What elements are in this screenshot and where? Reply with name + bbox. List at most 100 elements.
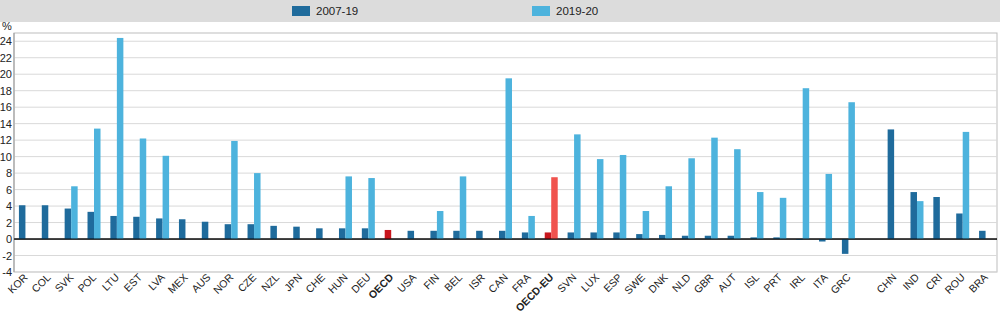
bar — [231, 141, 238, 239]
bar — [430, 231, 437, 239]
bar — [453, 231, 460, 239]
y-tick-label: 20 — [0, 68, 12, 80]
bar — [666, 186, 673, 239]
bar — [659, 235, 666, 239]
grid-line — [14, 41, 997, 42]
bar — [688, 158, 695, 239]
grid-line — [14, 74, 997, 75]
x-tick-label: FIN — [421, 271, 441, 291]
x-tick-label: ISL — [742, 271, 762, 291]
bar — [551, 177, 558, 239]
grid-line — [14, 239, 997, 240]
x-tick-label: LVA — [146, 271, 167, 292]
x-tick-label: NLD — [669, 271, 693, 295]
y-tick-label: 2 — [6, 217, 12, 229]
bar — [202, 222, 209, 239]
x-tick-label: SVK — [52, 271, 75, 294]
x-tick-label: KOR — [5, 271, 30, 296]
bar — [963, 132, 970, 239]
bar — [613, 232, 620, 239]
legend-band — [0, 0, 1000, 22]
bar — [979, 231, 986, 239]
x-tick-label: COL — [29, 271, 53, 295]
bar — [362, 228, 369, 239]
bar — [956, 213, 963, 239]
bar — [437, 211, 444, 239]
x-tick-label: ROU — [942, 271, 967, 296]
x-tick-label: OECD-EU — [513, 271, 556, 314]
x-tick-label: SVN — [555, 271, 579, 295]
bar — [476, 231, 483, 239]
bar — [94, 129, 101, 239]
bar — [711, 138, 718, 239]
x-tick-label: CHE — [303, 271, 327, 295]
x-tick-label: EST — [121, 271, 144, 294]
bar — [643, 211, 650, 239]
bar — [757, 192, 764, 239]
x-tick-label: PRT — [761, 271, 785, 295]
x-tick-label: JPN — [282, 271, 305, 294]
x-tick-label: HUN — [325, 271, 350, 296]
bar — [636, 234, 643, 239]
bar — [345, 176, 352, 239]
bar — [225, 224, 232, 239]
bar — [528, 216, 535, 239]
bar — [179, 219, 186, 239]
x-tick-label: ISR — [466, 271, 487, 292]
chart: 2007-192019-20-4-2024681012141618202224%… — [0, 0, 1000, 323]
bar — [597, 159, 604, 239]
x-tick-label: NZL — [259, 271, 282, 294]
grid-line — [14, 57, 997, 58]
x-tick-label: BRA — [966, 271, 990, 295]
x-tick-label: USA — [395, 271, 419, 295]
bar — [65, 209, 72, 239]
y-axis-line — [14, 33, 15, 272]
bar — [385, 230, 392, 239]
bar — [568, 232, 575, 239]
legend-label: 2007-19 — [316, 5, 358, 17]
x-tick-label: CRI — [923, 271, 944, 292]
x-tick-label: AUS — [189, 271, 213, 295]
bar — [545, 232, 552, 239]
bar — [254, 173, 261, 239]
y-tick-label: 0 — [6, 233, 12, 245]
x-tick-label: BEL — [442, 271, 465, 294]
y-axis-label: % — [2, 20, 12, 32]
legend-swatch — [532, 6, 550, 16]
y-tick-label: 12 — [0, 134, 12, 146]
y-tick-label: 10 — [0, 151, 12, 163]
bar — [734, 149, 741, 239]
y-tick-label: -2 — [2, 250, 12, 262]
bar — [270, 226, 277, 239]
legend-swatch — [292, 6, 310, 16]
bar — [110, 216, 117, 239]
grid-line — [14, 272, 997, 273]
bar — [460, 176, 467, 239]
x-tick-label: CZE — [235, 271, 258, 294]
x-tick-label: IRL — [787, 271, 807, 291]
bar — [910, 192, 917, 239]
bar — [163, 156, 170, 239]
bar — [156, 218, 163, 239]
bar — [316, 228, 323, 239]
y-tick-label: 16 — [0, 101, 12, 113]
bar — [780, 198, 787, 239]
x-tick-label: CHN — [874, 271, 899, 296]
bar — [826, 174, 833, 239]
bar — [339, 228, 346, 239]
x-tick-label: MEX — [165, 271, 190, 296]
x-tick-label: GRC — [828, 271, 853, 296]
x-tick-label: DNK — [646, 271, 670, 295]
y-tick-label: 6 — [6, 184, 12, 196]
bar — [42, 205, 49, 239]
plot-frame — [14, 33, 997, 272]
x-tick-label: CAN — [486, 271, 510, 295]
bar — [499, 231, 506, 239]
bar — [248, 224, 255, 239]
bar — [803, 88, 810, 239]
bar — [888, 129, 895, 239]
legend: 2007-192019-20 — [292, 5, 598, 17]
x-tick-label: ESP — [601, 271, 624, 294]
bar — [88, 212, 95, 239]
bar — [293, 227, 300, 239]
